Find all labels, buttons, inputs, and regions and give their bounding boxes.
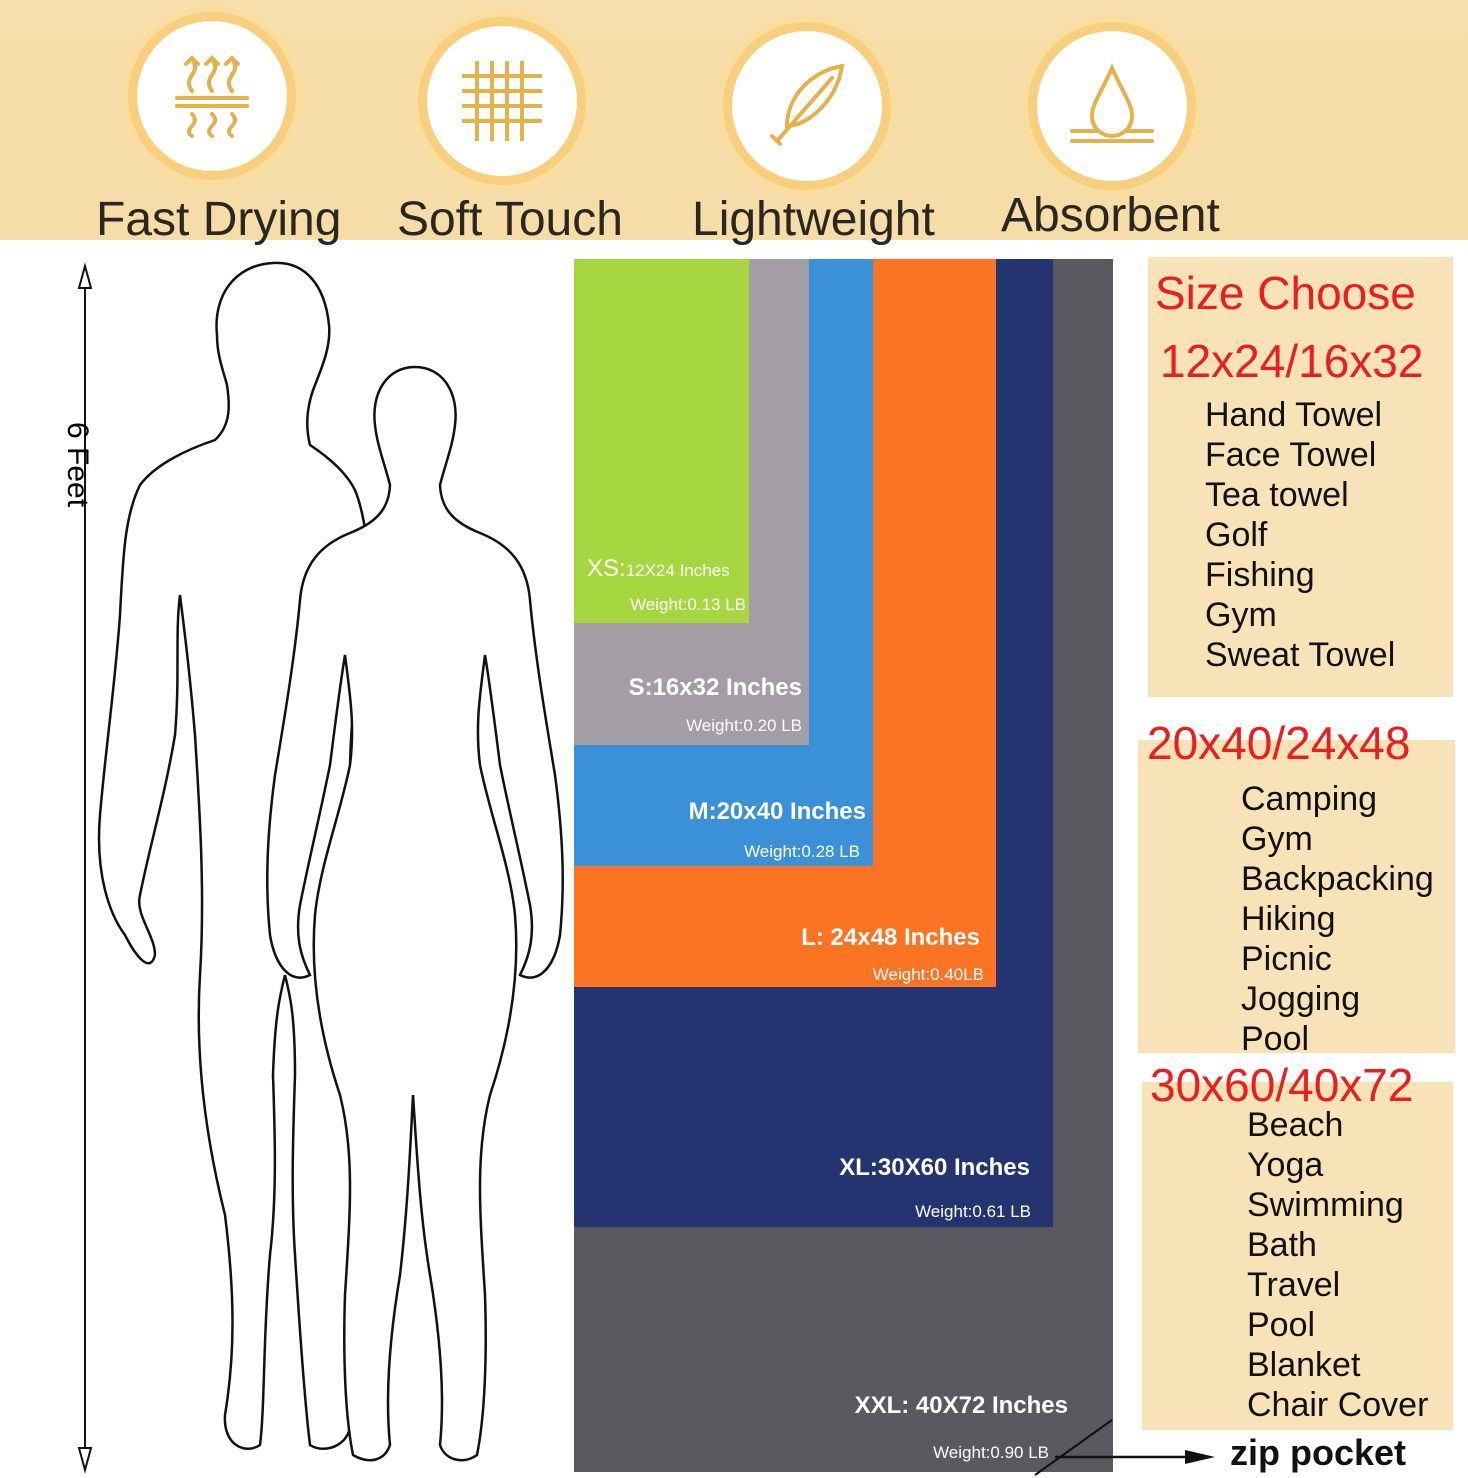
- fabric-weave-icon: [418, 17, 586, 185]
- list-item: Backpacking: [1241, 860, 1434, 898]
- list-item: Bath: [1247, 1226, 1317, 1264]
- use-list: Beach Yoga Swimming Bath Travel Pool Bla…: [1247, 1105, 1428, 1425]
- list-item: Gym: [1241, 820, 1313, 858]
- feature-label: Fast Drying: [96, 193, 342, 246]
- list-item: Camping: [1241, 780, 1378, 818]
- list-item: Blanket: [1247, 1346, 1361, 1384]
- list-item: Beach: [1247, 1106, 1344, 1144]
- use-list: Camping Gym Backpacking Hiking Picnic Jo…: [1241, 779, 1434, 1059]
- list-item: Fishing: [1205, 556, 1315, 594]
- water-drop-icon: [1028, 22, 1196, 190]
- list-item: Face Towel: [1205, 436, 1377, 474]
- list-item: Yoga: [1247, 1146, 1324, 1184]
- size-group-heading: 30x60/40x72: [1150, 1059, 1414, 1111]
- list-item: Pool: [1247, 1306, 1316, 1344]
- size-group-panel: [1142, 1082, 1453, 1430]
- weight-label: Weight:0.40LB: [872, 965, 984, 984]
- list-item: Jogging: [1241, 980, 1361, 1018]
- list-item: Pool: [1241, 1020, 1310, 1058]
- size-label: XL:30X60 Inches: [839, 1154, 1030, 1181]
- weight-label: Weight:0.13 LB: [630, 595, 746, 614]
- list-item: Picnic: [1241, 940, 1332, 978]
- list-item: Swimming: [1247, 1186, 1404, 1224]
- size-label: S:16x32 Inches: [628, 674, 802, 701]
- size-group-heading: 20x40/24x48: [1147, 717, 1411, 769]
- female-silhouette: [266, 365, 564, 1462]
- feature-label: Soft Touch: [397, 193, 623, 246]
- height-arrow-icon: [77, 262, 93, 1474]
- size-label: XXL: 40X72 Inches: [854, 1392, 1068, 1419]
- size-group-panel: [1138, 740, 1455, 1053]
- zip-pocket-label: zip pocket: [1230, 1432, 1407, 1473]
- human-silhouettes: [97, 261, 564, 1462]
- list-item: Golf: [1205, 516, 1268, 554]
- weight-label: Weight:0.90 LB: [933, 1443, 1049, 1462]
- size-choose-title: Size Choose: [1155, 267, 1416, 319]
- list-item: Travel: [1247, 1266, 1341, 1304]
- heat-waves-icon: [128, 12, 296, 180]
- list-item: Gym: [1205, 596, 1277, 634]
- size-label: L: 24x48 Inches: [801, 924, 980, 951]
- size-group-panel: [1148, 257, 1453, 697]
- zip-pocket-arrow-icon: [1034, 1419, 1215, 1476]
- list-item: Hand Towel: [1205, 396, 1383, 434]
- list-item: Chair Cover: [1247, 1386, 1429, 1424]
- use-list: Hand Towel Face Towel Tea towel Golf Fis…: [1205, 395, 1395, 675]
- list-item: Hiking: [1241, 900, 1336, 938]
- height-label: 6 Feet: [61, 422, 94, 508]
- size-label: XS:12X24 Inches: [587, 555, 730, 582]
- feature-label: Absorbent: [1001, 189, 1220, 242]
- size-group-heading: 12x24/16x32: [1160, 335, 1424, 387]
- size-label: M:20x40 Inches: [688, 798, 866, 825]
- size-xs-block: [574, 259, 749, 623]
- feather-icon: [723, 22, 891, 190]
- feature-label: Lightweight: [692, 193, 935, 246]
- weight-label: Weight:0.20 LB: [686, 716, 802, 735]
- list-item: Sweat Towel: [1205, 636, 1396, 674]
- weight-label: Weight:0.28 LB: [744, 842, 860, 861]
- weight-label: Weight:0.61 LB: [915, 1202, 1031, 1221]
- list-item: Tea towel: [1205, 476, 1349, 514]
